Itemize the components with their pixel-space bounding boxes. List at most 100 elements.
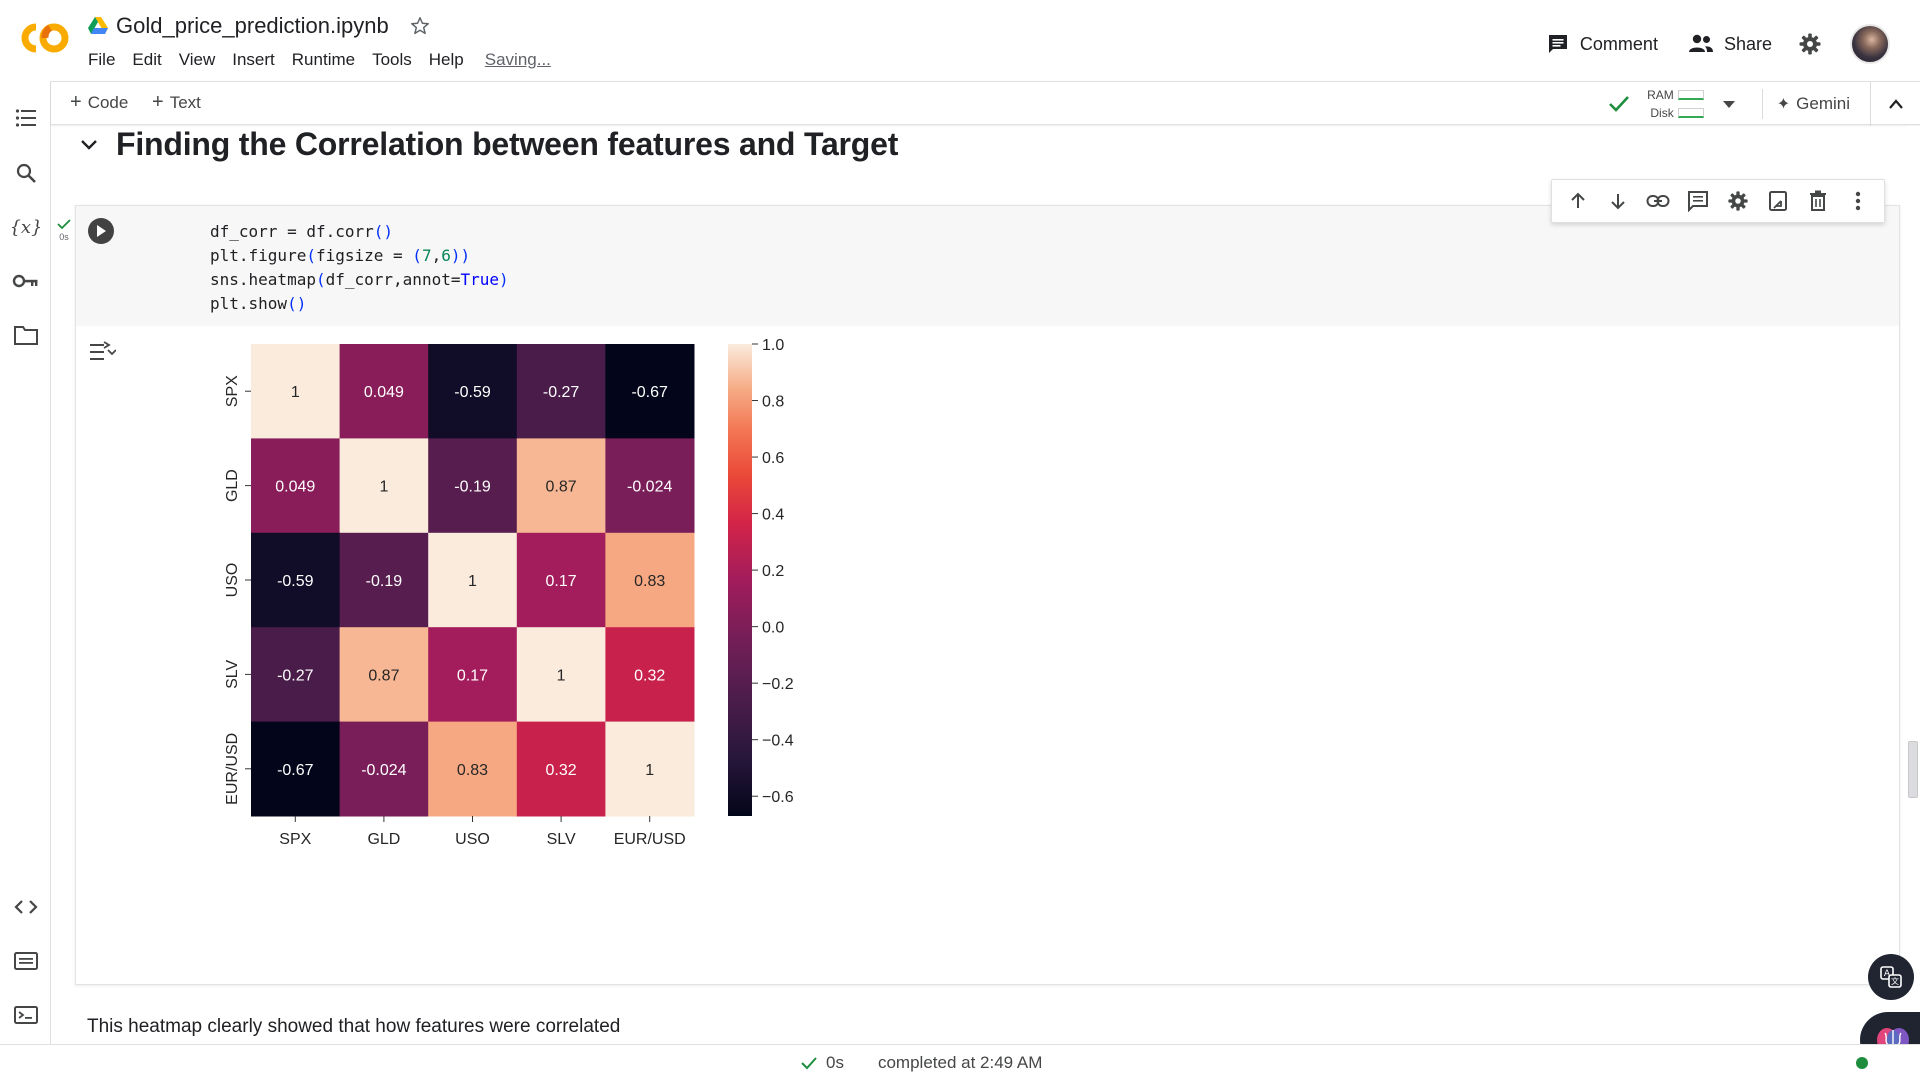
comment-label: Comment [1579, 33, 1658, 54]
y-tick-label: SPX [224, 375, 241, 407]
gear-icon[interactable] [1718, 181, 1758, 221]
colorbar-tick-label: 0.8 [762, 394, 784, 411]
command-palette-icon[interactable] [12, 947, 40, 975]
files-folder-icon[interactable] [12, 321, 40, 349]
heatmap-cell-label: -0.19 [366, 573, 403, 590]
notebook-title[interactable]: Gold_price_prediction.ipynb [116, 13, 389, 38]
heatmap-cell [339, 532, 429, 628]
heatmap-cell-label: 0.17 [457, 667, 488, 684]
run-cell-button[interactable] [88, 218, 114, 244]
arrow-up-icon[interactable] [1558, 181, 1598, 221]
caret-down-icon[interactable] [1722, 99, 1736, 109]
chevron-down-icon[interactable] [80, 139, 98, 151]
star-icon[interactable] [409, 15, 431, 37]
collapse-header-button[interactable] [1870, 82, 1920, 126]
menu-help[interactable]: Help [428, 50, 464, 69]
plus-icon: + [70, 91, 82, 113]
translate-icon: A文 [1880, 966, 1902, 988]
code-cell[interactable]: 0s df_corr = df.corr() plt.figure(figsiz… [57, 179, 1900, 985]
heatmap-cell-label: -0.19 [454, 479, 491, 496]
heatmap-cell-label: 0.83 [457, 762, 488, 779]
settings-button[interactable] [1798, 32, 1832, 56]
heatmap-cell-label: -0.024 [361, 762, 406, 779]
colab-logo[interactable] [14, 18, 72, 58]
gemini-button[interactable]: ✦ Gemini [1777, 94, 1850, 114]
code-editor[interactable]: df_corr = df.corr() plt.figure(figsize =… [128, 206, 1899, 326]
heatmap-cell-label: 0.049 [275, 479, 315, 496]
heatmap-cell-label: 1 [379, 479, 388, 496]
heatmap-cell [339, 627, 429, 723]
code-line: sns.heatmap(df_corr,annot=True) [210, 270, 509, 289]
terminal-icon[interactable] [12, 1001, 40, 1029]
scrollbar-thumb[interactable] [1908, 741, 1918, 798]
menu-bar: File Edit View Insert Runtime Tools Help… [88, 50, 551, 70]
more-vert-icon[interactable] [1838, 181, 1878, 221]
arrow-down-icon[interactable] [1598, 181, 1638, 221]
y-tick-label: SLV [224, 660, 241, 689]
heatmap-cell [339, 344, 429, 439]
disk-usage-bar [1677, 108, 1704, 118]
status-elapsed: 0s [826, 1053, 844, 1072]
heatmap-cell-label: 1 [645, 762, 654, 779]
link-icon[interactable] [1638, 181, 1678, 221]
add-text-button[interactable]: + Text [152, 91, 201, 114]
open-in-tab-icon[interactable] [1758, 181, 1798, 221]
notebook-toolbar: + Code + Text RAM Disk ✦ Gemini [51, 81, 1920, 126]
code-snippets-icon[interactable] [12, 893, 40, 921]
heatmap-cell-label: 1 [468, 573, 477, 590]
menu-insert[interactable]: Insert [232, 50, 275, 69]
colorbar-tick-label: −0.6 [762, 789, 794, 806]
sparkle-icon: ✦ [1776, 96, 1791, 113]
save-status[interactable]: Saving... [484, 50, 551, 69]
ram-usage-bar [1677, 90, 1704, 100]
heatmap-cell [339, 721, 429, 817]
table-of-contents-icon[interactable] [12, 104, 40, 132]
cell-exec-time: 0s [59, 232, 69, 242]
connection-status-dot [1856, 1057, 1868, 1069]
menu-view[interactable]: View [178, 50, 216, 69]
avatar[interactable] [1850, 24, 1890, 64]
trash-icon[interactable] [1798, 181, 1838, 221]
heatmap-cell [605, 721, 695, 817]
menu-edit[interactable]: Edit [132, 50, 162, 69]
x-tick-label: EUR/USD [614, 831, 686, 848]
status-completed[interactable]: completed at 2:49 AM [877, 1053, 1043, 1072]
heatmap-cell [516, 344, 606, 439]
heatmap-cell [605, 627, 695, 723]
heatmap-cell-label: 0.17 [546, 573, 577, 590]
search-icon[interactable] [12, 159, 40, 187]
heatmap-cell-label: -0.024 [627, 479, 672, 496]
code-line: plt.show() [210, 294, 307, 313]
menu-tools[interactable]: Tools [372, 50, 412, 69]
svg-text:{x}: {x} [12, 217, 40, 238]
menu-file[interactable]: File [88, 50, 116, 69]
check-icon [801, 1057, 817, 1070]
markdown-text-cell[interactable]: This heatmap clearly showed that how fea… [87, 1016, 621, 1037]
cell-gutter: 0s [57, 206, 128, 326]
x-tick-label: USO [455, 831, 490, 848]
heatmap-cell [339, 438, 429, 534]
code-line: df_corr = df.corr() [210, 222, 394, 241]
heatmap-cell [251, 344, 341, 439]
heatmap-cell-label: 1 [557, 667, 566, 684]
comment-icon[interactable] [1678, 181, 1718, 221]
scrollbar-track [1906, 126, 1920, 1044]
x-tick-label: SLV [547, 831, 576, 848]
colorbar [728, 344, 752, 816]
heatmap-cell [605, 438, 695, 534]
comment-button[interactable]: Comment [1546, 32, 1658, 56]
output-actions-icon[interactable] [88, 340, 116, 364]
secrets-key-icon[interactable] [12, 267, 40, 295]
cell-exec-status: 0s [54, 218, 74, 242]
menu-runtime[interactable]: Runtime [291, 50, 356, 69]
cell-output: 1 0.049 -0.59 -0.27 -0.67 0.049 1 -0.19 0.87 -0.0… [76, 326, 1899, 984]
share-button[interactable]: Share [1688, 33, 1772, 55]
colorbar-tick-label: 0.2 [762, 563, 784, 580]
variables-icon[interactable]: {x} [12, 213, 40, 241]
add-code-button[interactable]: + Code [70, 91, 128, 114]
runtime-resources[interactable]: RAM Disk [1607, 86, 1736, 122]
heatmap-cell [428, 532, 518, 628]
heatmap-cell-label: -0.59 [277, 573, 314, 590]
heatmap-cell-label: -0.67 [631, 384, 668, 401]
